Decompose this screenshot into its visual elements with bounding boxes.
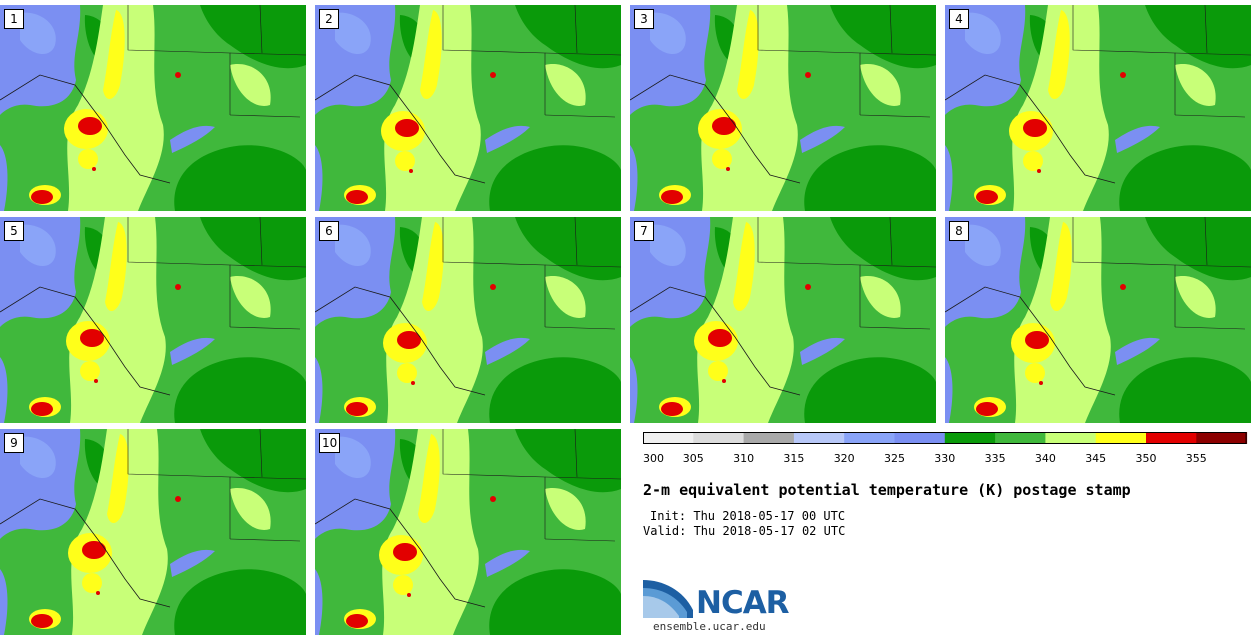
panel-number: 7	[634, 221, 654, 241]
colorbar-tick-label: 305	[683, 452, 704, 465]
map-panel-5: 5	[0, 217, 306, 423]
colorbar-tick-label: 355	[1186, 452, 1207, 465]
colorbar: 300 305 310 315 320 325 330 335 340 345 350 355	[643, 432, 1248, 465]
colorbar-swatch	[1196, 432, 1248, 444]
colorbar-swatch	[643, 432, 694, 444]
map-panel-2: 2	[315, 5, 621, 211]
map-panel-3: 3	[630, 5, 936, 211]
colorbar-swatch	[1095, 432, 1147, 444]
map-panel-4: 4	[945, 5, 1251, 211]
panel-number: 8	[949, 221, 969, 241]
colorbar-swatch	[693, 432, 745, 444]
panel-number: 6	[319, 221, 339, 241]
map-panel-7: 7	[630, 217, 936, 423]
figure-title: 2-m equivalent potential temperature (K)…	[643, 481, 1131, 499]
panel-number: 2	[319, 9, 339, 29]
map-panel-6: 6	[315, 217, 621, 423]
ncar-logo-text: NCAR	[696, 585, 790, 621]
colorbar-tick-label: 350	[1136, 452, 1157, 465]
map-panel-9: 9	[0, 429, 306, 635]
map-panel-10: 10	[315, 429, 621, 635]
colorbar-tick-label: 300	[643, 452, 664, 465]
panel-number: 9	[4, 433, 24, 453]
colorbar-swatch	[944, 432, 996, 444]
map-panel-1: 1	[0, 5, 306, 211]
ncar-url: ensemble.ucar.edu	[653, 620, 766, 633]
panel-number: 5	[4, 221, 24, 241]
colorbar-tick-label: 310	[733, 452, 754, 465]
colorbar-tick-label: 325	[884, 452, 905, 465]
panel-number: 1	[4, 9, 24, 29]
valid-time: Valid: Thu 2018-05-17 02 UTC	[643, 524, 846, 538]
ncar-swoosh-icon	[643, 580, 693, 618]
colorbar-swatch	[1045, 432, 1097, 444]
colorbar-swatch	[894, 432, 946, 444]
colorbar-swatch	[743, 432, 795, 444]
colorbar-swatch	[844, 432, 895, 444]
colorbar-swatch	[995, 432, 1046, 444]
colorbar-tick-label: 335	[985, 452, 1006, 465]
colorbar-swatch	[793, 432, 845, 444]
panel-number: 4	[949, 9, 969, 29]
panel-number: 3	[634, 9, 654, 29]
colorbar-tick-label: 340	[1035, 452, 1056, 465]
map-panel-8: 8	[945, 217, 1251, 423]
colorbar-tick-label: 315	[783, 452, 804, 465]
colorbar-tick-label: 330	[934, 452, 955, 465]
colorbar-swatch	[1146, 432, 1197, 444]
init-time: Init: Thu 2018-05-17 00 UTC	[650, 509, 846, 523]
colorbar-tick-label: 320	[834, 452, 855, 465]
colorbar-tick-label: 345	[1085, 452, 1106, 465]
panel-number: 10	[319, 433, 341, 453]
